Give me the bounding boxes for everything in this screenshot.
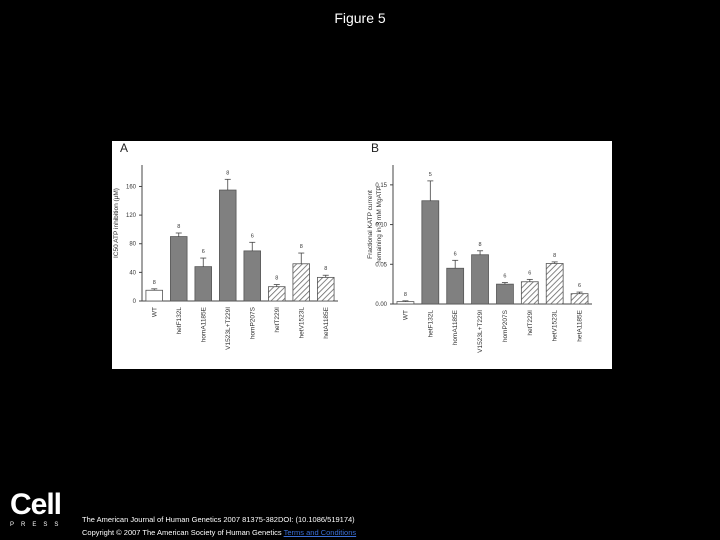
panel-label: A bbox=[120, 141, 128, 155]
n-label: 8 bbox=[226, 170, 229, 176]
bar bbox=[545, 263, 564, 305]
x-tick-label: hetA1185E bbox=[323, 306, 330, 338]
bar bbox=[145, 289, 163, 302]
y-tick-label: 160 bbox=[126, 184, 137, 190]
x-tick-label: hetF132L bbox=[427, 310, 434, 338]
n-label: 6 bbox=[578, 283, 581, 289]
logo-sub: PRESS bbox=[10, 522, 66, 528]
bar bbox=[219, 189, 237, 302]
figure-panel bbox=[112, 141, 612, 369]
n-label: 5 bbox=[429, 172, 432, 178]
n-label: 8 bbox=[300, 244, 303, 250]
x-tick-label: homA1185E bbox=[200, 306, 207, 342]
n-label: 6 bbox=[251, 233, 254, 239]
citation: The American Journal of Human Genetics 2… bbox=[82, 515, 355, 524]
bar bbox=[170, 236, 188, 302]
n-label: 6 bbox=[454, 251, 457, 257]
copyright-line: Copyright © 2007 The American Society of… bbox=[82, 528, 356, 537]
y-tick-label: 0.00 bbox=[375, 302, 387, 308]
y-tick-label: 40 bbox=[129, 270, 136, 276]
panel-label: B bbox=[371, 141, 379, 155]
publisher-logo: Cell PRESS bbox=[10, 488, 66, 529]
n-label: 6 bbox=[202, 249, 205, 255]
y-tick-label: 0.10 bbox=[375, 223, 387, 229]
bar bbox=[421, 200, 440, 305]
n-label: 8 bbox=[324, 266, 327, 272]
y-tick-label: 0.05 bbox=[375, 262, 387, 268]
x-tick-label: V1523L+T229I bbox=[477, 310, 484, 353]
bar bbox=[520, 281, 539, 305]
n-label: 6 bbox=[503, 274, 506, 280]
bar bbox=[243, 250, 261, 302]
bar bbox=[446, 267, 465, 305]
x-tick-label: V1523L+T229I bbox=[225, 307, 232, 350]
copyright: Copyright © 2007 The American Society of… bbox=[82, 528, 282, 537]
bar bbox=[268, 286, 286, 302]
y-axis-label: Fractional KATP current bbox=[367, 190, 374, 259]
x-tick-label: hetV1523L bbox=[298, 307, 305, 339]
y-axis-label: IC50 ATP inhibition (μM) bbox=[113, 188, 120, 258]
n-label: 8 bbox=[479, 242, 482, 248]
x-tick-label: hetT229I bbox=[527, 310, 534, 336]
x-tick-label: homP207S bbox=[249, 306, 256, 339]
n-label: 8 bbox=[177, 224, 180, 230]
x-tick-label: WT bbox=[402, 310, 409, 320]
y-axis-label: remaining in 3 mM MgATP bbox=[376, 186, 383, 262]
bar bbox=[317, 276, 335, 302]
x-tick-label: homP207S bbox=[502, 309, 509, 342]
x-tick-label: hetV1523L bbox=[552, 310, 559, 342]
bar bbox=[496, 283, 514, 305]
bar bbox=[194, 266, 212, 302]
y-tick-label: 80 bbox=[129, 242, 136, 248]
n-label: 6 bbox=[528, 270, 531, 276]
n-label: 8 bbox=[153, 280, 156, 286]
bar bbox=[396, 301, 415, 305]
y-tick-label: 0 bbox=[133, 299, 137, 305]
x-tick-label: hetA1185E bbox=[577, 309, 584, 341]
slide-title: Figure 5 bbox=[334, 10, 386, 26]
x-tick-label: homA1185E bbox=[452, 309, 459, 345]
y-tick-label: 0.15 bbox=[375, 183, 387, 189]
terms-link[interactable]: Terms and Conditions bbox=[283, 528, 357, 537]
y-tick-label: 120 bbox=[126, 213, 137, 219]
bar bbox=[471, 254, 489, 305]
x-tick-label: hetF132L bbox=[176, 307, 183, 335]
logo-word: Cell bbox=[10, 488, 62, 521]
x-tick-label: hetT229I bbox=[274, 307, 281, 333]
n-label: 8 bbox=[275, 276, 278, 282]
x-tick-label: WT bbox=[151, 307, 158, 317]
bar bbox=[292, 263, 310, 302]
bar bbox=[570, 293, 589, 305]
n-label: 8 bbox=[553, 253, 556, 259]
n-label: 8 bbox=[404, 292, 407, 298]
